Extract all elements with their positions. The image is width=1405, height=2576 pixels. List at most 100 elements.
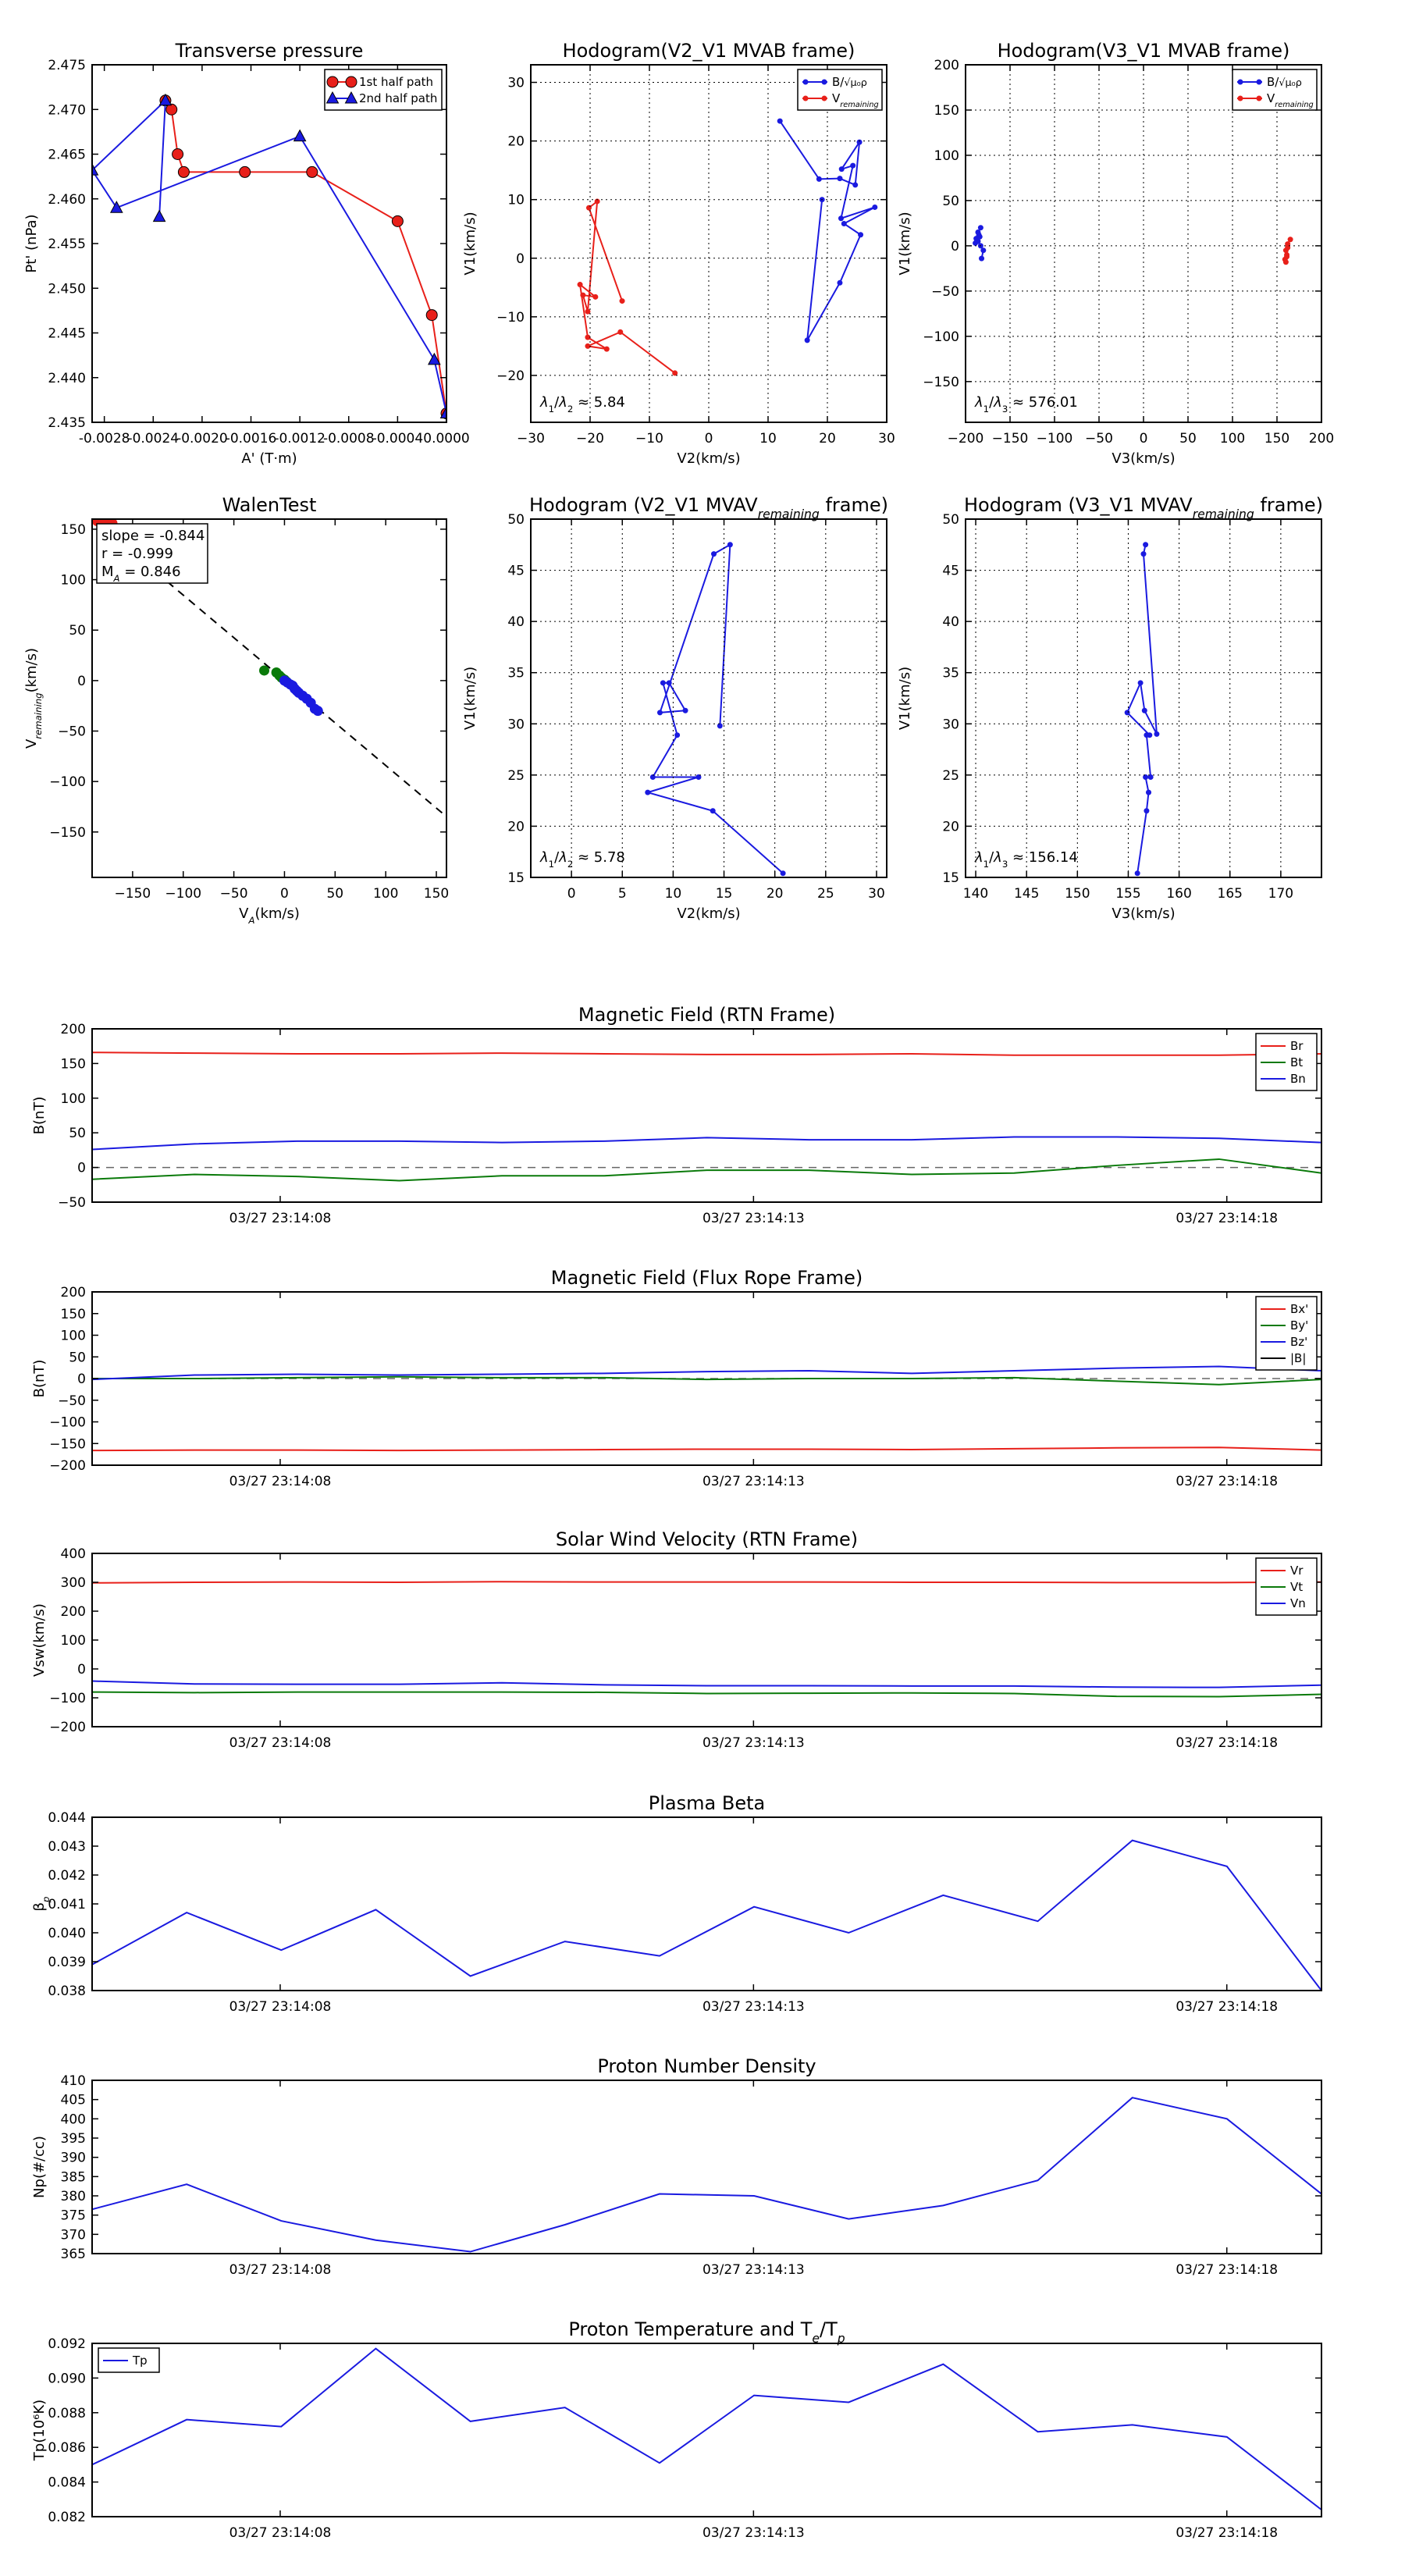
data-point — [594, 198, 600, 205]
y-axis-label: V1(km/s) — [897, 667, 913, 730]
data-point — [428, 352, 441, 365]
y-axis-label: Np(#/cc) — [31, 2136, 48, 2198]
ytick-label: 10 — [507, 193, 525, 208]
legend-box — [1232, 69, 1318, 111]
data-point — [152, 209, 166, 222]
stats-line: slope = -0.844 — [101, 528, 205, 544]
data-point — [391, 215, 404, 227]
series-bz- — [92, 1365, 1321, 1381]
data-point — [980, 247, 987, 254]
xtick-label: 03/27 23:14:08 — [229, 2262, 332, 2278]
data-point — [291, 685, 302, 696]
x-axis-label: V2(km/s) — [677, 906, 740, 922]
chart-hodo2: Hodogram(V3_V1 MVAB frame) −150 −100 −50 0 50… — [897, 40, 1334, 467]
data-point — [695, 774, 702, 780]
xtick-label: 50 — [1179, 431, 1197, 447]
ytick-label: 400 — [61, 2112, 86, 2127]
data-point — [425, 309, 438, 322]
ytick-label: 365 — [61, 2247, 86, 2262]
eigenvalue-ratio: λ1/λ2 ≈ 5.84 — [539, 394, 625, 415]
ytick-label: 50 — [69, 1126, 86, 1141]
xtick-label: 100 — [1220, 431, 1245, 447]
xtick-label: 03/27 23:14:18 — [1176, 1999, 1278, 2015]
data-point — [1285, 244, 1291, 251]
data-point — [293, 129, 307, 142]
plot-area — [92, 2097, 1321, 2253]
data-point — [780, 870, 786, 877]
chart-title: Hodogram (V3_V1 MVAVremaining frame) — [964, 494, 1323, 521]
data-point — [804, 337, 810, 343]
xtick-label: 03/27 23:14:18 — [1176, 2525, 1278, 2541]
data-point — [1147, 774, 1154, 780]
series-line — [92, 2347, 1321, 2510]
series-tp — [92, 2347, 1321, 2510]
ytick-label: 50 — [69, 623, 86, 639]
xtick-label: 30 — [878, 431, 895, 447]
plot-area — [92, 1051, 1321, 1182]
series-1st-half-path — [159, 94, 446, 420]
ytick-label: 395 — [61, 2131, 86, 2147]
series-by- — [92, 1375, 1321, 1386]
data-point — [841, 220, 847, 226]
ytick-label: 0 — [77, 674, 86, 689]
data-point — [977, 225, 984, 231]
series-b-0- — [973, 225, 987, 262]
xtick-label: 03/27 23:14:13 — [702, 1999, 805, 2015]
data-point — [777, 118, 783, 124]
chart-vel_rtn: Solar Wind Velocity (RTN Frame) −200 −100 0… — [31, 1528, 1322, 1751]
ytick-label: 380 — [61, 2189, 86, 2204]
data-point — [837, 176, 843, 182]
plot-frame — [91, 64, 447, 423]
ytick-label: −50 — [58, 724, 86, 740]
xtick-label: −20 — [576, 431, 604, 447]
data-point — [439, 406, 446, 419]
legend: Vr Vt Vn — [1255, 1557, 1318, 1616]
legend-marker — [821, 79, 827, 85]
data-point — [592, 294, 599, 300]
chart-hodo1: Hodogram(V2_V1 MVAB frame) −20 −10 0 10 20 30 −… — [462, 40, 895, 467]
xtick-label: -0.0004 — [372, 431, 424, 447]
data-point — [1143, 774, 1149, 780]
data-point — [976, 232, 982, 238]
data-point — [619, 298, 625, 304]
data-point — [1141, 707, 1147, 713]
ytick-label: 200 — [61, 1604, 86, 1620]
xtick-label: -0.0024 — [127, 431, 179, 447]
data-point — [1282, 259, 1289, 265]
chart-beta: Plasma Beta 0.038 0.039 0.040 0.041 0.042 0.04… — [31, 1792, 1322, 2015]
legend-label: 2nd half path — [359, 91, 437, 105]
data-point — [837, 279, 843, 286]
ytick-label: 45 — [942, 564, 959, 579]
plot-area — [92, 93, 446, 420]
data-point — [979, 255, 985, 262]
ytick-label: 100 — [934, 148, 959, 164]
ytick-label: 50 — [942, 512, 959, 528]
xtick-label: 20 — [767, 886, 784, 902]
xtick-label: −30 — [517, 431, 545, 447]
legend-label: Tp — [132, 2354, 148, 2368]
ytick-label: −100 — [49, 774, 86, 790]
legend-marker — [802, 79, 809, 85]
plot-frame — [965, 518, 1322, 878]
ytick-label: 50 — [69, 1350, 86, 1365]
chart-title: Transverse pressure — [175, 40, 364, 62]
plot-area — [645, 542, 786, 877]
data-point — [838, 166, 845, 173]
data-point — [109, 201, 123, 213]
chart-hodo3: Hodogram (V2_V1 MVAVremaining frame) 15 20… — [462, 494, 888, 922]
ytick-label: 0.084 — [48, 2475, 86, 2491]
xtick-label: 100 — [373, 886, 398, 902]
ytick-label: −150 — [923, 375, 959, 390]
ytick-label: 2.435 — [48, 415, 86, 431]
xtick-label: 155 — [1115, 886, 1140, 902]
ytick-label: 300 — [61, 1575, 86, 1591]
ytick-label: 150 — [61, 1307, 86, 1322]
data-point — [717, 723, 723, 729]
y-axis-label: B(nT) — [31, 1097, 48, 1135]
xtick-label: 0.0000 — [423, 431, 469, 447]
xtick-label: 03/27 23:14:13 — [702, 1211, 805, 1226]
xtick-label: 20 — [819, 431, 836, 447]
chart-title: Solar Wind Velocity (RTN Frame) — [556, 1528, 858, 1550]
data-point — [682, 707, 688, 713]
series-bt — [92, 1158, 1321, 1182]
